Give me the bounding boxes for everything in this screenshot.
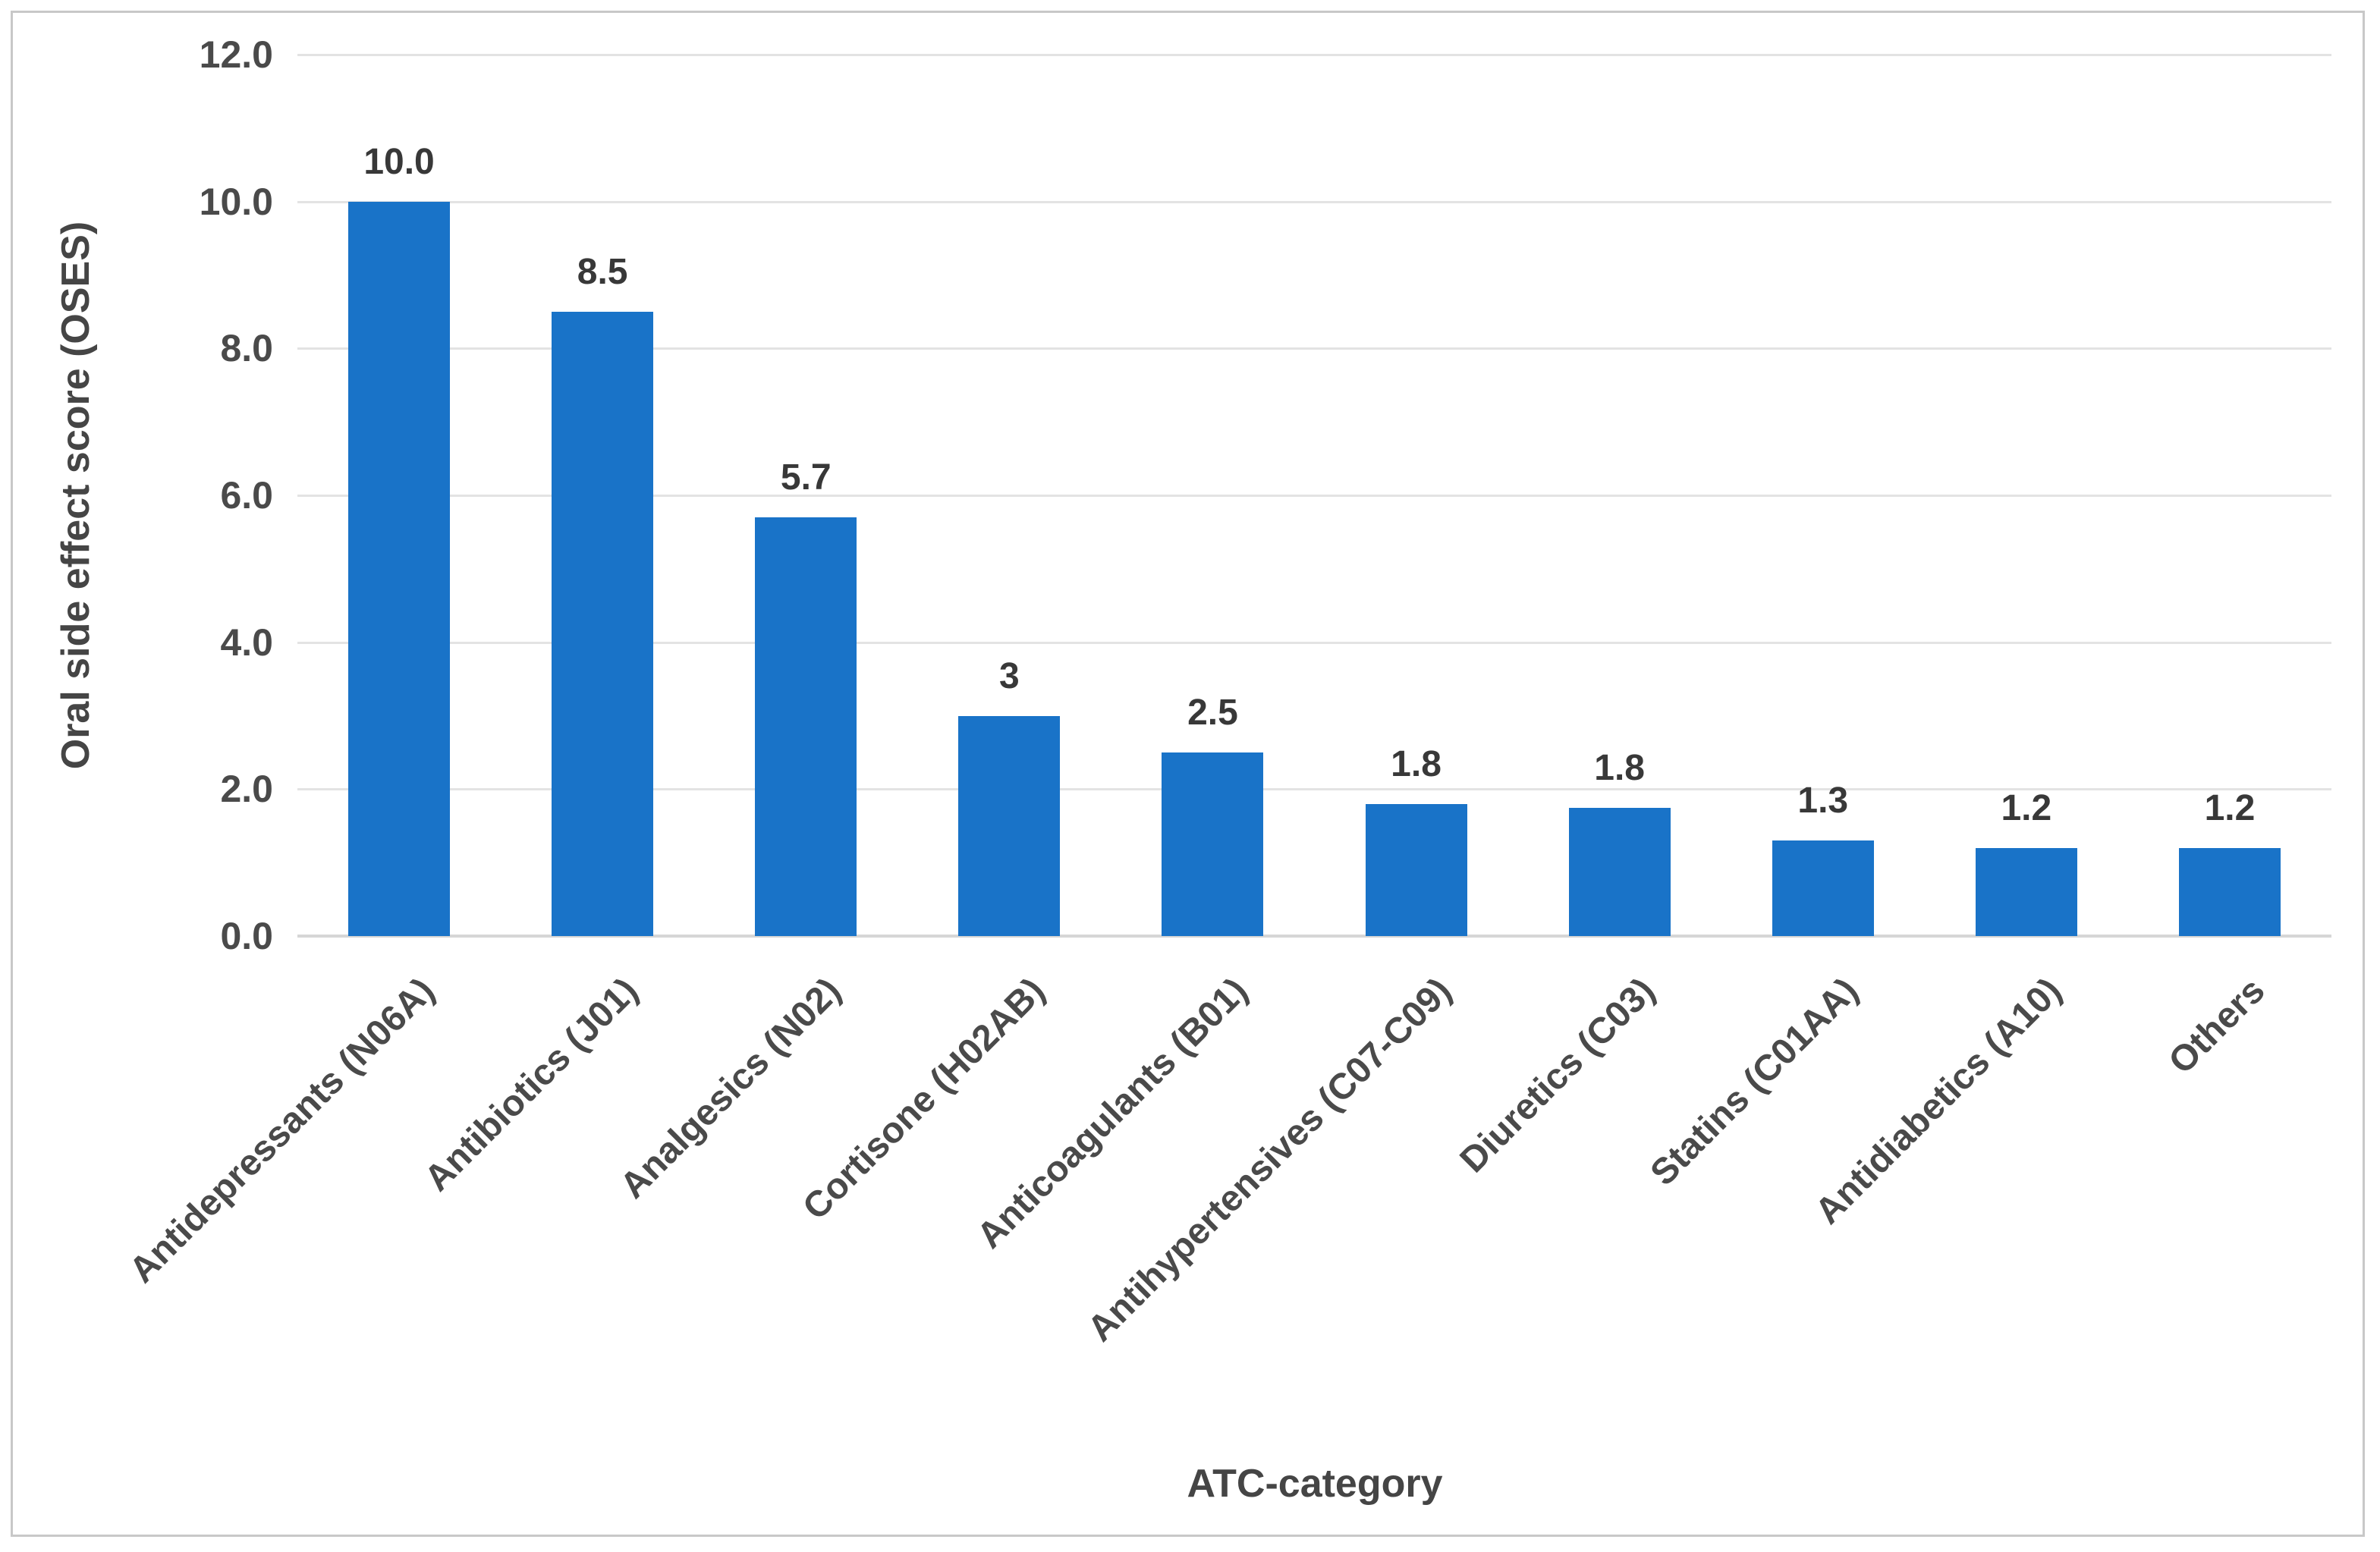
bar: [1975, 847, 2077, 936]
y-gridline: [297, 54, 2331, 56]
bar: [1772, 840, 1874, 936]
plot-area: [297, 54, 2331, 938]
y-gridline: [297, 641, 2331, 644]
figure-border: [11, 11, 2365, 1537]
bar-value-label: 1.8: [1594, 747, 1645, 788]
y-tick-label: 10.0: [199, 180, 273, 223]
y-tick-label: 8.0: [220, 327, 273, 370]
bar: [755, 517, 857, 936]
y-gridline: [297, 788, 2331, 791]
y-gridline: [297, 347, 2331, 350]
bar-value-label: 1.8: [1391, 743, 1442, 784]
bar-value-label: 5.7: [780, 457, 832, 498]
y-tick-label: 0.0: [220, 915, 273, 957]
x-axis-line: [297, 935, 2331, 938]
bar-value-label: 1.2: [2001, 787, 2052, 828]
y-gridline: [297, 495, 2331, 497]
bar-value-label: 10.0: [363, 141, 435, 182]
bar: [1568, 807, 1671, 936]
bar: [1365, 803, 1467, 936]
y-gridline: [297, 200, 2331, 203]
bar: [552, 311, 654, 936]
bar: [348, 201, 451, 936]
bar-value-label: 1.3: [1797, 781, 1849, 822]
x-axis-title: ATC-category: [1187, 1462, 1443, 1506]
y-tick-label: 4.0: [220, 620, 273, 664]
bar-value-label: 2.5: [1187, 692, 1238, 733]
y-tick-label: 6.0: [220, 474, 273, 517]
bar: [2178, 847, 2281, 936]
y-axis-title: Oral side effect score (OSES): [54, 221, 98, 770]
bar-value-label: 1.2: [2204, 787, 2256, 828]
bar-value-label: 3: [998, 655, 1020, 696]
bar: [958, 715, 1061, 936]
bar-value-label: 8.5: [577, 251, 628, 292]
y-tick-label: 2.0: [220, 768, 273, 811]
y-tick-label: 12.0: [199, 33, 273, 76]
bar: [1162, 752, 1264, 936]
